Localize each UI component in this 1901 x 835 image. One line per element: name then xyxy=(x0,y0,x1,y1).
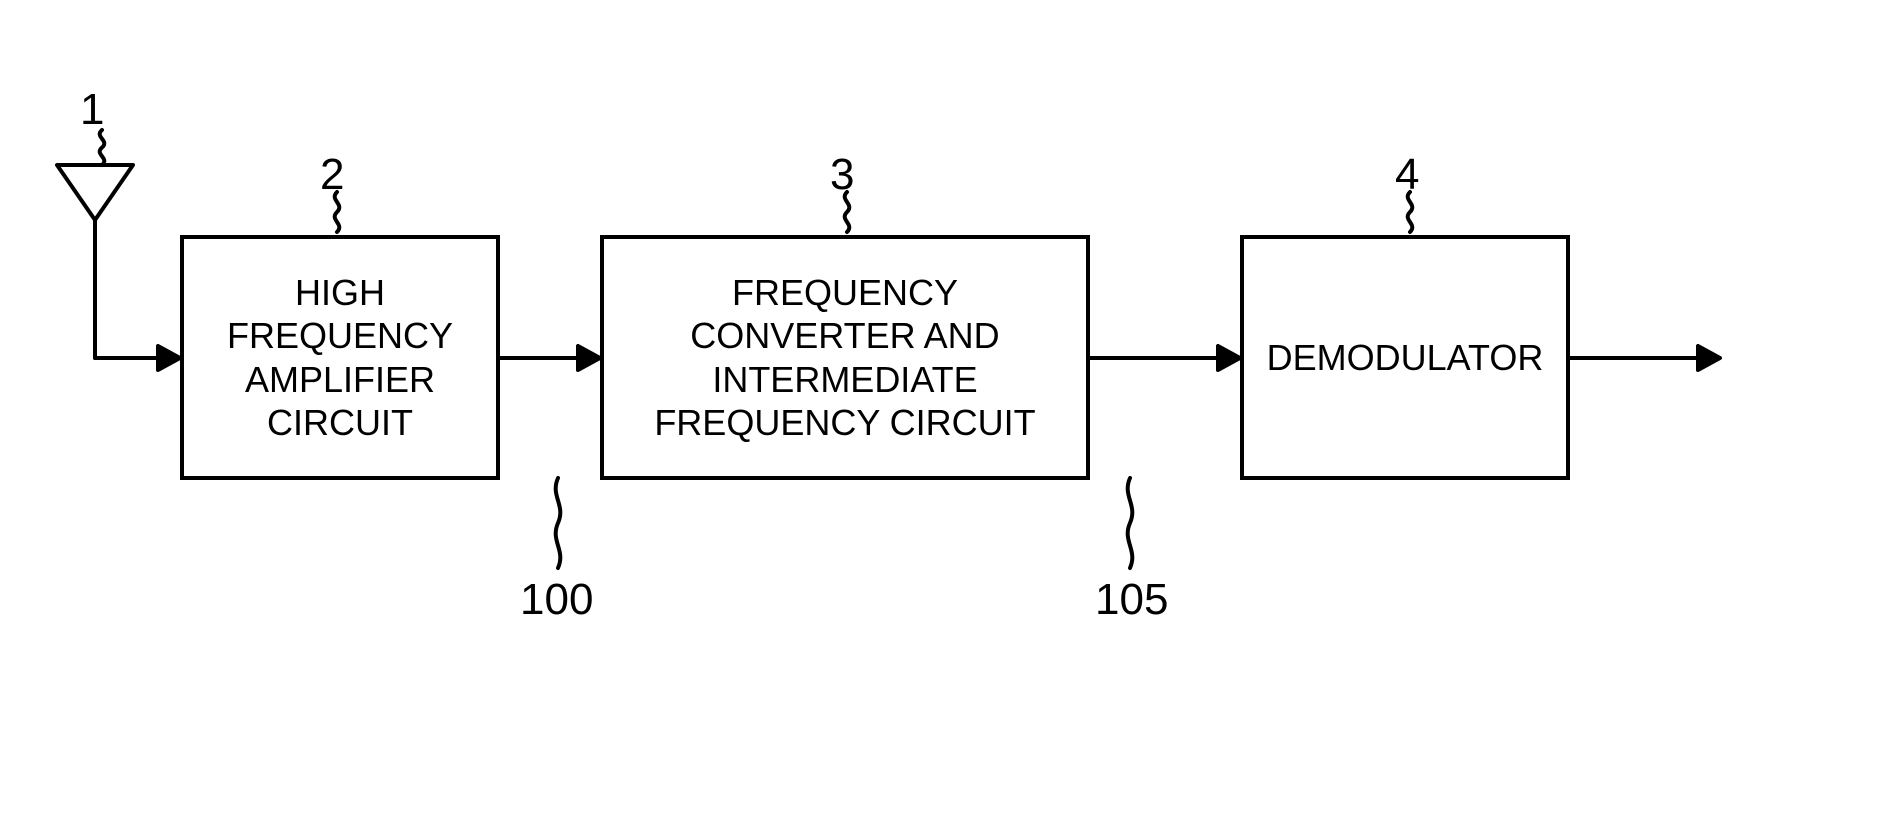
label-2: 2 xyxy=(320,150,344,200)
block-demodulator: DEMODULATOR xyxy=(1240,235,1570,480)
block-2-text: HIGHFREQUENCYAMPLIFIERCIRCUIT xyxy=(227,271,453,444)
label-3: 3 xyxy=(830,150,854,200)
diagram-container: HIGHFREQUENCYAMPLIFIERCIRCUIT FREQUENCYC… xyxy=(0,0,1901,835)
label-105: 105 xyxy=(1095,575,1168,625)
block-4-text: DEMODULATOR xyxy=(1267,336,1544,379)
block-high-frequency-amplifier: HIGHFREQUENCYAMPLIFIERCIRCUIT xyxy=(180,235,500,480)
label-1: 1 xyxy=(80,85,104,135)
block-3-text: FREQUENCYCONVERTER ANDINTERMEDIATEFREQUE… xyxy=(654,271,1035,444)
block-frequency-converter: FREQUENCYCONVERTER ANDINTERMEDIATEFREQUE… xyxy=(600,235,1090,480)
label-4: 4 xyxy=(1395,150,1419,200)
label-100: 100 xyxy=(520,575,593,625)
